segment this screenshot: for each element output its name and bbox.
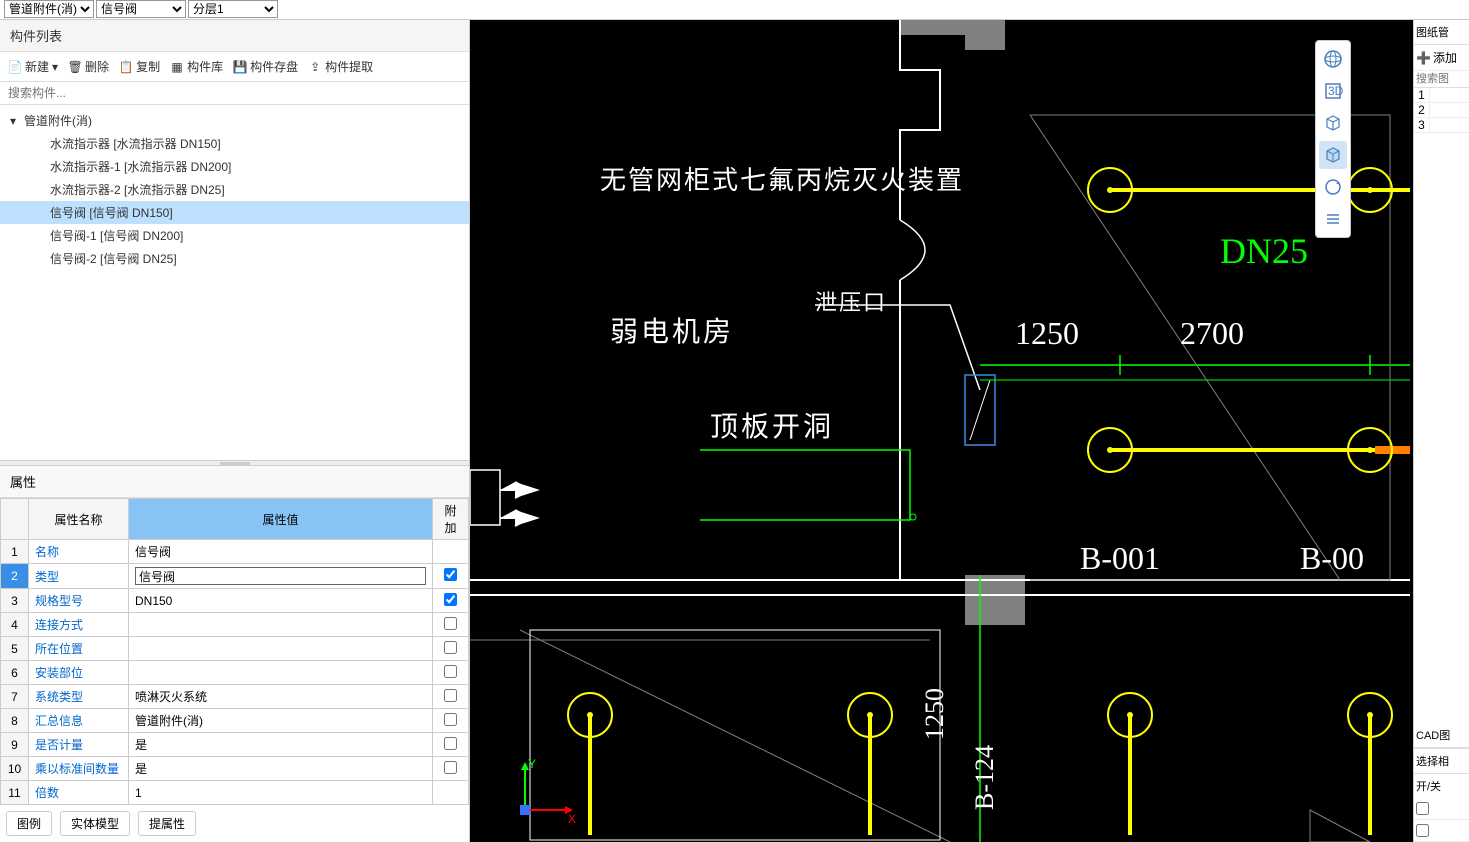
new-button[interactable]: 📄新建▾	[8, 58, 58, 75]
addon-checkbox[interactable]	[444, 641, 457, 654]
addon-checkbox[interactable]	[444, 761, 457, 774]
cube-front-icon[interactable]	[1319, 141, 1347, 169]
rp-head: 图纸管	[1414, 20, 1469, 45]
delete-button[interactable]: 🗑删除	[68, 58, 109, 75]
rp-select[interactable]: 选择相	[1414, 748, 1469, 773]
panel-splitter[interactable]	[0, 460, 469, 466]
prop-row[interactable]: 11倍数1	[1, 781, 469, 805]
dim-v1250: 1250	[920, 688, 950, 740]
rp-switch[interactable]: 开/关	[1414, 773, 1469, 798]
prop-row[interactable]: 9是否计量是	[1, 733, 469, 757]
properties-table: 属性名称 属性值 附加 1名称信号阀2类型3规格型号DN1504连接方式5所在位…	[0, 498, 469, 805]
copy-button[interactable]: 📋复制	[119, 58, 160, 75]
rp-checkbox1[interactable]	[1414, 798, 1469, 820]
component-list-title: 构件列表	[0, 20, 469, 52]
addon-checkbox[interactable]	[444, 593, 457, 606]
cad-canvas[interactable]: X Y 无管网柜式七氟丙烷灭火装置 弱电机房 泄压口 顶板开洞 DN25 1250…	[470, 20, 1413, 842]
tree-item[interactable]: 信号阀-1 [信号阀 DN200]	[0, 224, 469, 247]
prop-row[interactable]: 10乘以标准间数量是	[1, 757, 469, 781]
svg-text:3D: 3D	[1328, 84, 1344, 98]
dropdown-component[interactable]: 信号阀	[96, 0, 186, 18]
addon-checkbox[interactable]	[444, 713, 457, 726]
prop-row[interactable]: 1名称信号阀	[1, 540, 469, 564]
dropdown-category[interactable]: 管道附件(消)	[4, 0, 94, 18]
props-buttons: 图例 实体模型 提属性	[0, 805, 469, 842]
cube-icon[interactable]	[1319, 109, 1347, 137]
rp-row[interactable]: 3	[1414, 118, 1469, 133]
tree-root[interactable]: ▾管道附件(消)	[0, 109, 469, 132]
svg-text:Y: Y	[528, 757, 536, 771]
label-title: 无管网柜式七氟丙烷灭火装置	[600, 160, 964, 197]
col-name: 属性名称	[29, 499, 129, 540]
component-toolbar: 📄新建▾ 🗑删除 📋复制 ▦构件库 💾构件存盘 ⇪构件提取	[0, 52, 469, 82]
view-toolbar: 3D	[1315, 40, 1351, 238]
save-icon: 💾	[233, 60, 247, 74]
rp-cad-head: CAD图	[1414, 723, 1469, 748]
dim-2700: 2700	[1180, 315, 1244, 352]
extract-icon: ⇪	[308, 60, 322, 74]
legend-button[interactable]: 图例	[6, 811, 52, 836]
search-input[interactable]	[0, 82, 469, 105]
rp-add-button[interactable]: ➕添加	[1414, 45, 1469, 71]
prop-value-input[interactable]	[135, 567, 426, 585]
label-b00x: B-00	[1300, 540, 1364, 577]
addon-checkbox[interactable]	[444, 665, 457, 678]
new-icon: 📄	[8, 60, 22, 74]
list-icon[interactable]	[1319, 205, 1347, 233]
addon-checkbox[interactable]	[444, 568, 457, 581]
dropdown-layer[interactable]: 分层1	[188, 0, 278, 18]
label-vent: 泄压口	[815, 285, 887, 317]
label-hole: 顶板开洞	[710, 405, 834, 445]
addon-checkbox[interactable]	[444, 737, 457, 750]
label-b124: B-124	[970, 745, 1000, 810]
extract-button[interactable]: ⇪构件提取	[308, 58, 373, 75]
copy-icon: 📋	[119, 60, 133, 74]
tree-item[interactable]: 信号阀-2 [信号阀 DN25]	[0, 247, 469, 270]
component-tree: ▾管道附件(消) 水流指示器 [水流指示器 DN150]水流指示器-1 [水流指…	[0, 105, 469, 460]
lib-icon: ▦	[170, 60, 184, 74]
rp-row[interactable]: 2	[1414, 103, 1469, 118]
tree-item[interactable]: 水流指示器-1 [水流指示器 DN200]	[0, 155, 469, 178]
prop-row[interactable]: 4连接方式	[1, 613, 469, 637]
top-dropdown-bar: 管道附件(消) 信号阀 分层1	[0, 0, 1469, 20]
col-addon: 附加	[433, 499, 469, 540]
label-b001: B-001	[1080, 540, 1160, 577]
dim-1250: 1250	[1015, 315, 1079, 352]
chevron-down-icon: ▾	[52, 60, 58, 74]
label-dn25: DN25	[1220, 230, 1308, 272]
prop-row[interactable]: 3规格型号DN150	[1, 589, 469, 613]
col-rownum	[1, 499, 29, 540]
prop-row[interactable]: 8汇总信息管道附件(消)	[1, 709, 469, 733]
view-3d-icon[interactable]: 3D	[1319, 77, 1347, 105]
prop-row[interactable]: 2类型	[1, 564, 469, 589]
save-button[interactable]: 💾构件存盘	[233, 58, 298, 75]
plus-icon: ➕	[1416, 51, 1431, 65]
addon-checkbox[interactable]	[444, 689, 457, 702]
prop-row[interactable]: 7系统类型喷淋灭火系统	[1, 685, 469, 709]
globe-icon[interactable]	[1319, 45, 1347, 73]
caret-icon: ▾	[10, 114, 20, 128]
properties-title: 属性	[0, 466, 469, 498]
prop-row[interactable]: 6安装部位	[1, 661, 469, 685]
tree-item[interactable]: 水流指示器 [水流指示器 DN150]	[0, 132, 469, 155]
rp-search-input[interactable]	[1414, 71, 1469, 88]
right-panel: 图纸管 ➕添加 123 CAD图 选择相 开/关	[1413, 20, 1469, 842]
rp-checkbox2[interactable]	[1414, 820, 1469, 842]
lib-button[interactable]: ▦构件库	[170, 58, 223, 75]
left-panel: 构件列表 📄新建▾ 🗑删除 📋复制 ▦构件库 💾构件存盘 ⇪构件提取 ▾管道附件…	[0, 20, 470, 842]
attr-button[interactable]: 提属性	[138, 811, 196, 836]
col-value: 属性值	[129, 499, 433, 540]
tree-item[interactable]: 水流指示器-2 [水流指示器 DN25]	[0, 178, 469, 201]
delete-icon: 🗑	[68, 60, 82, 74]
prop-row[interactable]: 5所在位置	[1, 637, 469, 661]
addon-checkbox[interactable]	[444, 617, 457, 630]
rp-row[interactable]: 1	[1414, 88, 1469, 103]
svg-text:X: X	[568, 812, 576, 826]
model-button[interactable]: 实体模型	[60, 811, 130, 836]
label-room: 弱电机房	[610, 310, 734, 350]
rotate-icon[interactable]	[1319, 173, 1347, 201]
tree-item[interactable]: 信号阀 [信号阀 DN150]	[0, 201, 469, 224]
